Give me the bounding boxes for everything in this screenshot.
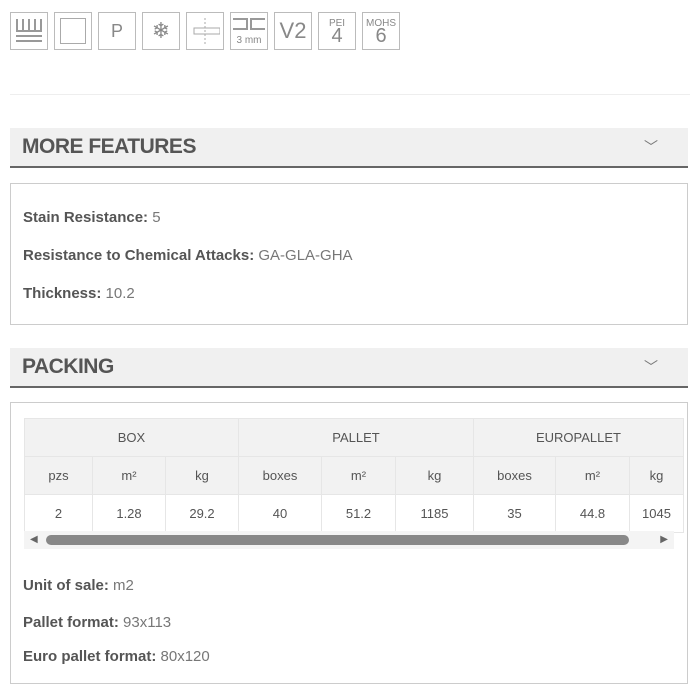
more-features-header[interactable]: MORE FEATURES ﹀ xyxy=(10,128,688,168)
frost-resistant-icon: ❄ xyxy=(142,12,180,50)
packing-info-row: Pallet format: 93x113 xyxy=(23,614,172,631)
packing-header[interactable]: PACKING ﹀ xyxy=(10,348,688,388)
p-icon: P xyxy=(98,12,136,50)
group-box: BOX xyxy=(24,418,239,457)
horizontal-scrollbar[interactable]: ◀ ▶ xyxy=(24,531,674,549)
column-header: m² xyxy=(321,456,396,495)
chevron-down-icon[interactable]: ﹀ xyxy=(644,139,658,155)
rectified-icon xyxy=(54,12,92,50)
joint-width-icon: 3 mm xyxy=(230,12,268,50)
section-title: MORE FEATURES xyxy=(22,135,196,158)
underfloor-heating-icon xyxy=(10,12,48,50)
cell: 1185 xyxy=(395,494,474,533)
group-pallet: PALLET xyxy=(238,418,474,457)
packing-info-row: Unit of sale: m2 xyxy=(23,577,134,594)
cell: 40 xyxy=(238,494,322,533)
scrollbar-thumb[interactable] xyxy=(46,535,629,545)
chevron-down-icon[interactable]: ﹀ xyxy=(644,359,658,375)
joint-icon xyxy=(186,12,224,50)
mohs-icon: MOHS 6 xyxy=(362,12,400,50)
cell: 1.28 xyxy=(92,494,166,533)
divider xyxy=(10,94,690,95)
column-header: pzs xyxy=(24,456,93,495)
cell: 29.2 xyxy=(165,494,239,533)
feature-row: Resistance to Chemical Attacks: GA-GLA-G… xyxy=(23,247,353,264)
section-title: PACKING xyxy=(22,355,114,378)
cell: 51.2 xyxy=(321,494,396,533)
group-europallet: EUROPALLET xyxy=(473,418,684,457)
scroll-right-icon[interactable]: ▶ xyxy=(660,534,668,545)
packing-table: BOX PALLET EUROPALLET pzs m² kg boxes m²… xyxy=(24,418,684,533)
packing-info-row: Euro pallet format: 80x120 xyxy=(23,648,210,665)
cell: 35 xyxy=(473,494,556,533)
packing-panel: BOX PALLET EUROPALLET pzs m² kg boxes m²… xyxy=(10,402,688,684)
column-header: boxes xyxy=(473,456,556,495)
cell: 1045 xyxy=(629,494,684,533)
column-header: m² xyxy=(555,456,630,495)
column-header: boxes xyxy=(238,456,322,495)
feature-row: Thickness: 10.2 xyxy=(23,285,135,302)
column-header: kg xyxy=(629,456,684,495)
feature-icons: P ❄ 3 mm V2 PEI 4 MOHS 6 xyxy=(10,12,400,50)
scroll-left-icon[interactable]: ◀ xyxy=(30,534,38,545)
column-header-row: pzs m² kg boxes m² kg boxes m² kg xyxy=(24,456,684,495)
more-features-panel: Stain Resistance: 5 Resistance to Chemic… xyxy=(10,183,688,325)
column-header: kg xyxy=(165,456,239,495)
shade-variation-icon: V2 xyxy=(274,12,312,50)
column-header: m² xyxy=(92,456,166,495)
cell: 2 xyxy=(24,494,93,533)
cell: 44.8 xyxy=(555,494,630,533)
feature-row: Stain Resistance: 5 xyxy=(23,209,161,226)
column-header: kg xyxy=(395,456,474,495)
group-header-row: BOX PALLET EUROPALLET xyxy=(24,418,684,457)
table-row: 2 1.28 29.2 40 51.2 1185 35 44.8 1045 xyxy=(24,494,684,533)
pei-icon: PEI 4 xyxy=(318,12,356,50)
